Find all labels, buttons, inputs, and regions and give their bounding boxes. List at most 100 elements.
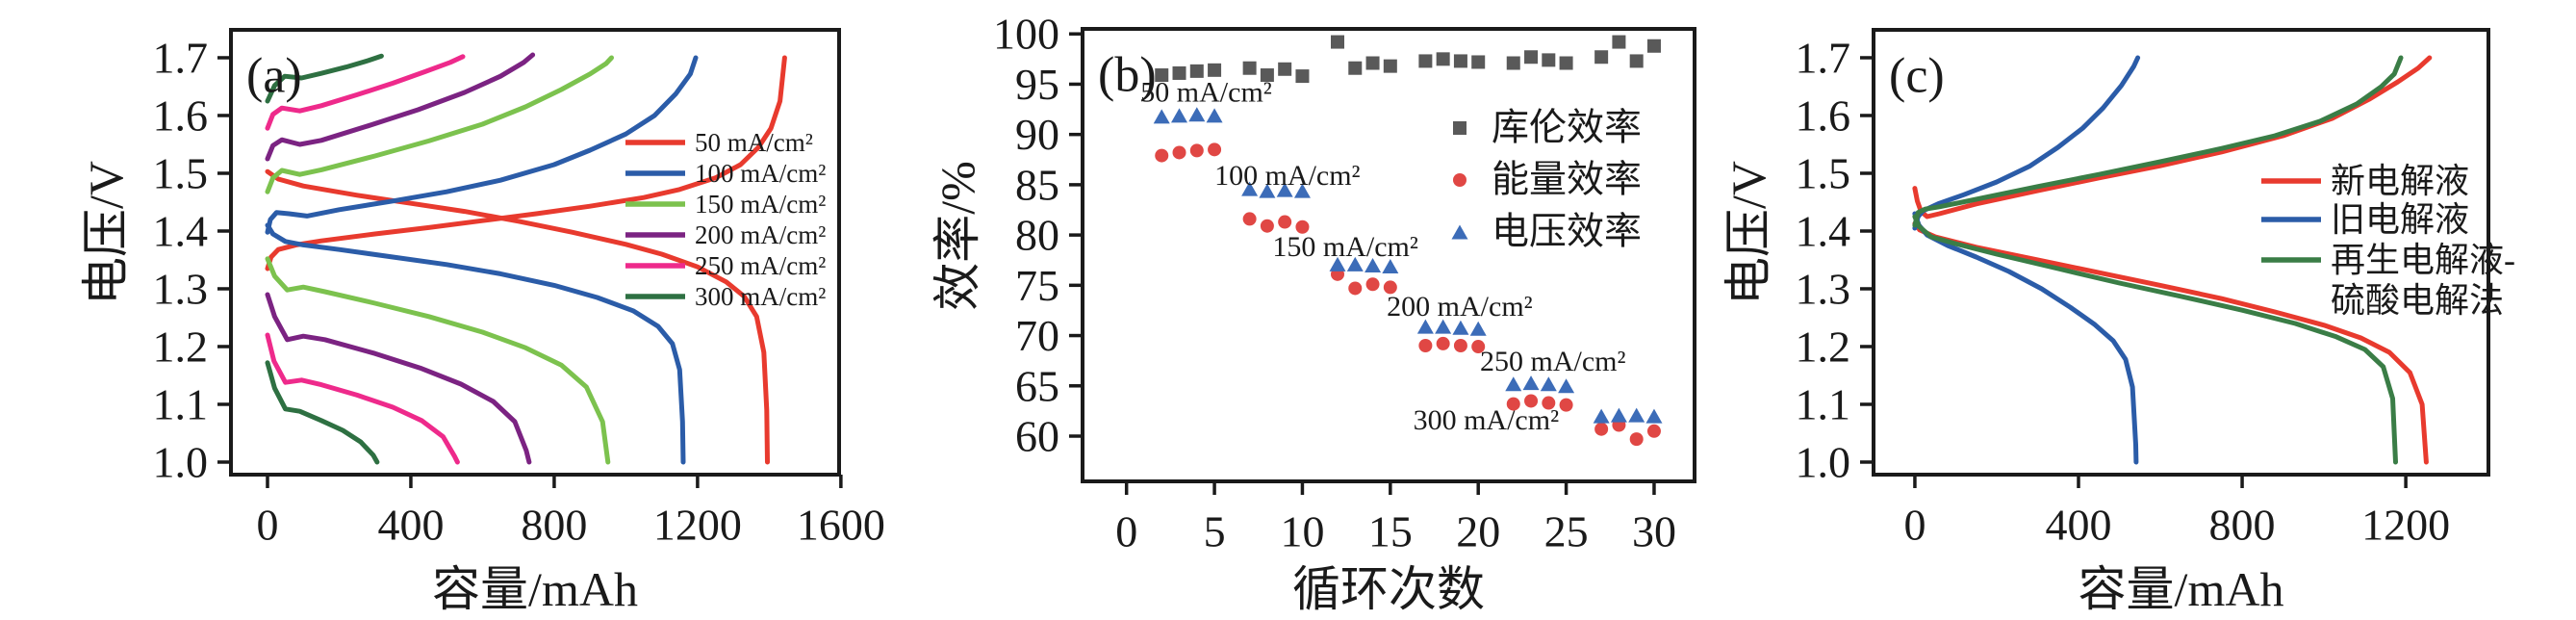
panel-b-point-电压效率-4 <box>1188 107 1206 122</box>
panel-b-point-能量效率-27 <box>1594 422 1609 436</box>
panel-b-legend-label-1: 能量效率 <box>1492 160 1642 201</box>
panel-b-point-库伦效率-3 <box>1172 65 1186 80</box>
panel-a-frame <box>229 28 841 477</box>
panel-b-point-库伦效率-25 <box>1559 56 1573 70</box>
panel-b-point-库伦效率-18 <box>1436 52 1450 66</box>
panel-b-legend-marker-0 <box>1453 121 1467 135</box>
panel-b-annotation-3: 200 mA/cm² <box>1387 291 1532 323</box>
panel-c-legend-label-2-line2: 硫酸电解法 <box>2331 281 2504 320</box>
panel-c-y-tick-label: 1.7 <box>1796 33 1851 82</box>
panel-b-y-tick-label: 95 <box>1015 60 1059 109</box>
panel-b-point-库伦效率-14 <box>1365 56 1380 70</box>
panel-b-point-电压效率-14 <box>1365 257 1382 272</box>
panel-b-x-tick-label: 10 <box>1280 507 1324 556</box>
panel-a-series-250-discharge-line <box>265 332 460 465</box>
panel-c-y-tick-label: 1.1 <box>1796 379 1851 428</box>
panel-a-legend-label-3: 200 mA/cm² <box>695 220 826 249</box>
panel-b-point-电压效率-10 <box>1293 183 1311 198</box>
panel-c-x-axis-title: 容量/mAh <box>2079 562 2284 616</box>
panel-c-y-tick-label: 1.0 <box>1796 437 1851 486</box>
panel-b-point-电压效率-20 <box>1469 321 1487 336</box>
panel-c-x-tick-label: 800 <box>2209 501 2276 550</box>
panel-b-point-库伦效率-8 <box>1260 68 1274 83</box>
panel-a-legend-label-5: 300 mA/cm² <box>695 282 826 311</box>
panel-b-legend-label-2: 电压效率 <box>1492 212 1642 253</box>
panel-b-point-能量效率-29 <box>1629 432 1644 447</box>
panel-a-legend-label-0: 50 mA/cm² <box>695 128 813 157</box>
panel-b-point-能量效率-24 <box>1542 396 1556 410</box>
panel-b-point-库伦效率-4 <box>1189 64 1204 78</box>
panel-c-x-tick-label: 0 <box>1903 501 1926 550</box>
panel-b-x-axis-title: 循环次数 <box>1292 562 1485 616</box>
panel-c-y-tick-label: 1.6 <box>1796 90 1851 140</box>
panel-b-y-tick-label: 85 <box>1015 160 1059 209</box>
panel-c-frame <box>1872 28 2490 477</box>
panel-b-point-库伦效率-23 <box>1524 50 1539 65</box>
panel-b-y-tick-label: 90 <box>1015 110 1059 159</box>
panel-b-point-库伦效率-15 <box>1383 59 1397 73</box>
panel-b-point-能量效率-9 <box>1278 215 1292 229</box>
panel-c-legend-label-2: 再生电解液- <box>2331 241 2515 279</box>
panel-b-point-电压效率-9 <box>1276 182 1293 197</box>
panel-b-letter: (b) <box>1098 48 1157 103</box>
panel-b-point-库伦效率-29 <box>1629 54 1644 68</box>
panel-b-point-电压效率-7 <box>1241 181 1259 196</box>
panel-a-y-tick-label: 1.3 <box>153 264 209 313</box>
panel-b-y-tick-label: 75 <box>1015 261 1059 310</box>
panel-b-y-axis-title: 效率/% <box>931 161 984 311</box>
panel-b-point-库伦效率-20 <box>1471 55 1486 69</box>
panel-b-point-能量效率-2 <box>1155 148 1169 163</box>
panel-b-point-库伦效率-28 <box>1612 35 1626 49</box>
panel-b-point-能量效率-4 <box>1189 143 1204 158</box>
panel-c-y-tick-label: 1.5 <box>1796 148 1851 197</box>
panel-b-point-能量效率-14 <box>1365 277 1380 292</box>
panel-c-legend-label-1: 旧电解液 <box>2331 200 2469 239</box>
panel-b-x-tick-label: 30 <box>1632 507 1676 556</box>
panel-a-series-250-charge-line <box>265 54 466 131</box>
panel-b-point-电压效率-27 <box>1593 408 1610 424</box>
panel-c-y-tick-label: 1.3 <box>1796 264 1851 313</box>
panel-a-series-150-charge-line <box>265 55 614 194</box>
panel-a-legend-label-2: 150 mA/cm² <box>695 190 826 219</box>
panel-b-point-能量效率-22 <box>1506 397 1520 411</box>
panel-b-point-库伦效率-7 <box>1242 61 1257 75</box>
panel-b-annotation-1: 100 mA/cm² <box>1214 160 1360 192</box>
panel-c-series-new-charge-line <box>1912 55 2433 220</box>
panel-a-letter: (a) <box>246 49 302 104</box>
panel-b-point-电压效率-17 <box>1416 319 1434 334</box>
panel-b-x-tick-label: 25 <box>1544 507 1589 556</box>
panel-b-point-电压效率-19 <box>1452 320 1469 335</box>
panel-a-legend-label-4: 250 mA/cm² <box>695 251 826 280</box>
panel-a-y-tick-label: 1.2 <box>153 322 209 371</box>
panel-a-x-tick-label: 400 <box>377 501 444 550</box>
panel-b-point-电压效率-25 <box>1558 378 1575 394</box>
panel-b-point-电压效率-30 <box>1645 408 1663 424</box>
panel-b-y-tick-label: 60 <box>1015 412 1059 461</box>
panel-a-x-tick-label: 1200 <box>653 501 742 550</box>
panel-c-y-axis-title: 电压/V <box>1722 161 1775 305</box>
panel-c-x-tick-label: 400 <box>2046 501 2112 550</box>
panel-b-point-电压效率-2 <box>1153 109 1170 124</box>
panel-b-point-电压效率-23 <box>1522 375 1540 391</box>
panel-b-x-tick-label: 0 <box>1115 507 1137 556</box>
panel-c-x-tick-label: 1200 <box>2361 501 2450 550</box>
panel-b-point-库伦效率-9 <box>1278 62 1292 76</box>
panel-a-y-tick-label: 1.1 <box>153 379 209 428</box>
panel-a-y-tick-label: 1.7 <box>153 33 209 82</box>
panel-a-x-tick-label: 1600 <box>797 501 885 550</box>
panel-b-point-能量效率-20 <box>1471 340 1486 354</box>
panel-b-point-电压效率-12 <box>1329 256 1346 271</box>
panel-b-point-能量效率-30 <box>1646 424 1661 438</box>
panel-b-point-能量效率-5 <box>1208 142 1222 157</box>
panel-b-point-库伦效率-10 <box>1295 69 1310 84</box>
panel-b-point-电压效率-24 <box>1540 376 1557 392</box>
panel-a-y-tick-label: 1.4 <box>153 206 209 255</box>
panel-a-x-axis-title: 容量/mAh <box>432 562 638 616</box>
panel-a: 0 400 800 1200 1600 1.0 1.1 1.2 1.3 1.4 1.5 1.6 1.7 容… <box>79 28 885 616</box>
panel-b-point-库伦效率-24 <box>1542 53 1556 67</box>
panel-b-point-能量效率-13 <box>1348 281 1363 296</box>
panel-b-point-库伦效率-27 <box>1594 50 1609 65</box>
